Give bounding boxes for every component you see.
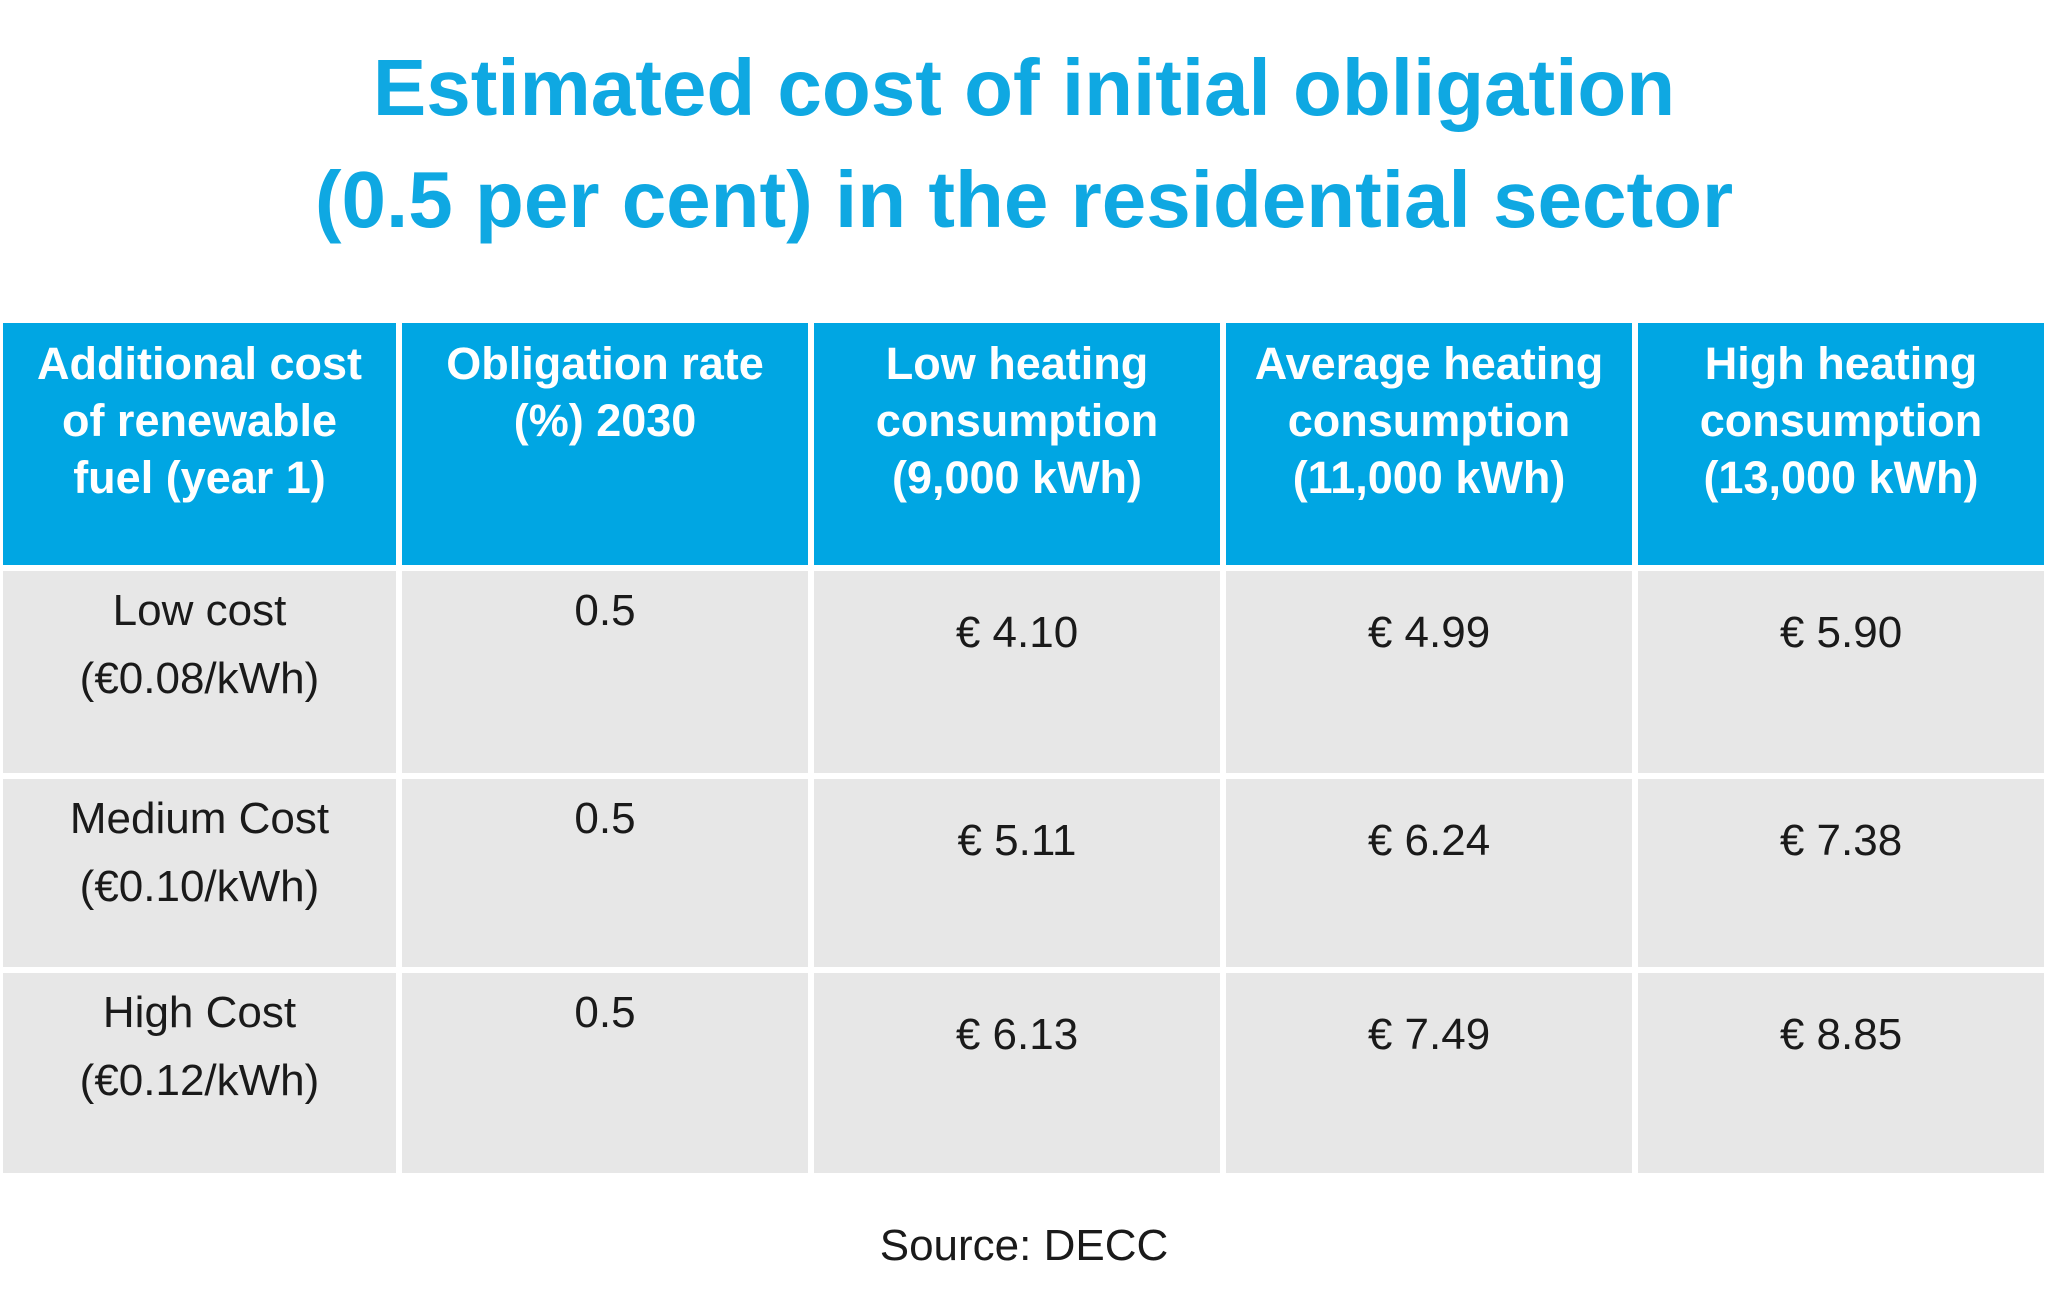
obligation-rate-cell: 0.5 [402, 571, 808, 773]
title-line-1: Estimated cost of initial obligation [372, 43, 1676, 132]
page-title: Estimated cost of initial obligation (0.… [0, 32, 2048, 256]
header-text: consumption [1287, 395, 1571, 446]
row-cost-label: Medium Cost (€0.10/kWh) [3, 779, 396, 967]
title-line-2: (0.5 per cent) in the residential sector [314, 155, 1734, 244]
low-heating-cost-cell: € 5.11 [814, 779, 1220, 967]
header-average-heating: Average heating consumption (11,000 kWh) [1226, 323, 1632, 565]
low-heating-cost-cell: € 4.10 [814, 571, 1220, 773]
source-note: Source: DECC [879, 1221, 1169, 1270]
cost-per-kwh: (€0.12/kWh) [79, 1056, 320, 1105]
cost-per-kwh: (€0.10/kWh) [79, 862, 320, 911]
average-heating-cost-cell: € 6.24 [1226, 779, 1632, 967]
cost-table: Additional cost of renewable fuel (year … [3, 323, 2044, 1173]
cost-level: Medium Cost [69, 794, 330, 843]
average-heating-cost-cell: € 4.99 [1226, 571, 1632, 773]
header-obligation-rate: Obligation rate (%) 2030 [402, 323, 808, 565]
cost-level: High Cost [102, 988, 297, 1037]
row-cost-label: Low cost (€0.08/kWh) [3, 571, 396, 773]
header-text: fuel (year 1) [73, 452, 326, 503]
header-text: (%) 2030 [513, 395, 697, 446]
header-low-heating: Low heating consumption (9,000 kWh) [814, 323, 1220, 565]
high-heating-cost-cell: € 8.85 [1638, 973, 2044, 1173]
row-cost-label: High Cost (€0.12/kWh) [3, 973, 396, 1173]
header-additional-cost: Additional cost of renewable fuel (year … [3, 323, 396, 565]
header-text: Low heating [885, 338, 1149, 389]
header-text: (11,000 kWh) [1292, 452, 1566, 503]
obligation-rate-cell: 0.5 [402, 779, 808, 967]
header-text: consumption [875, 395, 1159, 446]
header-high-heating: High heating consumption (13,000 kWh) [1638, 323, 2044, 565]
average-heating-cost-cell: € 7.49 [1226, 973, 1632, 1173]
low-heating-cost-cell: € 6.13 [814, 973, 1220, 1173]
high-heating-cost-cell: € 7.38 [1638, 779, 2044, 967]
header-text: (13,000 kWh) [1703, 452, 1979, 503]
header-text: Average heating [1254, 338, 1604, 389]
header-text: High heating [1704, 338, 1978, 389]
cost-level: Low cost [112, 586, 287, 635]
cost-per-kwh: (€0.08/kWh) [79, 654, 320, 703]
high-heating-cost-cell: € 5.90 [1638, 571, 2044, 773]
header-text: (9,000 kWh) [891, 452, 1143, 503]
header-text: Additional cost [37, 338, 362, 389]
header-text: of renewable [61, 395, 338, 446]
header-text: Obligation rate [446, 338, 764, 389]
obligation-rate-cell: 0.5 [402, 973, 808, 1173]
header-text: consumption [1699, 395, 1983, 446]
